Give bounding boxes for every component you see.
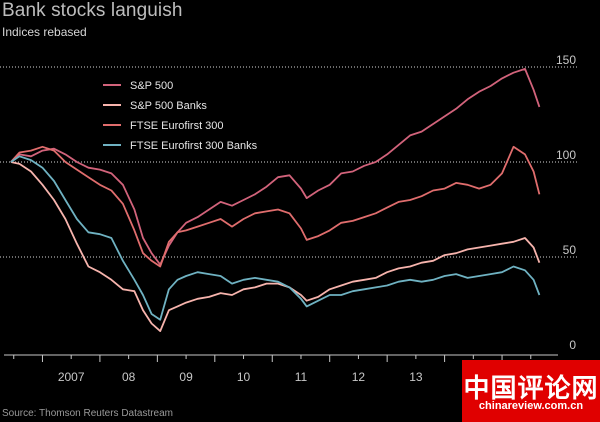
source-note: Source: Thomson Reuters Datastream (2, 408, 174, 419)
x-tick-label: 09 (179, 370, 193, 384)
series-line-3 (10, 145, 541, 268)
chart-subtitle: Indices rebased (2, 25, 87, 39)
x-tick-label: 13 (409, 370, 423, 384)
watermark-url: chinareview.com.cn (478, 400, 584, 412)
legend-label: S&P 500 Banks (130, 100, 207, 112)
y-tick-label: 0 (569, 338, 576, 352)
series-line-1 (10, 68, 541, 266)
legend: S&P 500 S&P 500 Banks FTSE Eurofirst 300 FT… (103, 80, 258, 152)
x-tick-label: 12 (352, 370, 366, 384)
x-tick-label: 11 (295, 370, 308, 384)
watermark-chinese-text: 中国评论网 (463, 374, 599, 404)
gridlines (0, 66, 578, 258)
series-line-2 (10, 161, 541, 333)
legend-label: FTSE Eurofirst 300 Banks (130, 140, 258, 152)
y-tick-label: 150 (556, 53, 576, 67)
y-tick-label: 100 (556, 148, 576, 162)
y-tick-label: 50 (563, 243, 577, 257)
series-lines (10, 68, 541, 333)
y-axis-ticks: 0 50 100 150 (556, 53, 576, 352)
x-tick-label: 2007 (58, 370, 85, 384)
legend-label: S&P 500 (130, 80, 173, 92)
chart-title: Bank stocks languish (2, 0, 183, 21)
series-line-4 (10, 155, 541, 321)
legend-label: FTSE Eurofirst 300 (130, 120, 224, 132)
x-tick-label: 10 (237, 370, 251, 384)
watermark-logo: 中国评论网 chinareview.com.cn (462, 360, 600, 422)
x-tick-label: 08 (122, 370, 136, 384)
